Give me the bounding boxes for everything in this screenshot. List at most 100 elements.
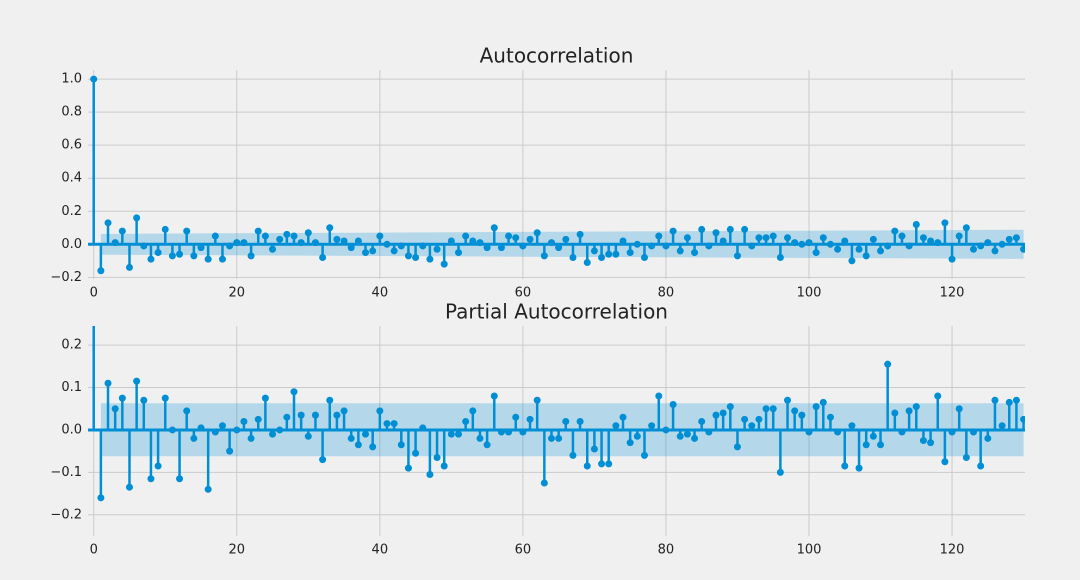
stem-marker [176, 475, 184, 483]
stem-marker [970, 245, 978, 253]
stem-marker [998, 240, 1006, 248]
y-tick-label: 0.0 [61, 422, 82, 437]
stem-marker [626, 249, 634, 257]
stem-marker [397, 242, 405, 250]
stem-marker [576, 230, 584, 238]
stem-marker [991, 396, 999, 404]
stem-marker [612, 250, 620, 258]
stem-marker [547, 434, 555, 442]
stem-marker [369, 247, 377, 255]
stem-marker [598, 460, 606, 468]
stem-marker [948, 428, 956, 436]
stem-marker [655, 392, 663, 400]
stem-marker [605, 250, 613, 258]
stem-marker [848, 257, 856, 265]
stem-marker [512, 413, 520, 421]
stem-marker [590, 247, 598, 255]
stem-marker [762, 405, 770, 413]
stem-marker [1012, 396, 1020, 404]
stem-marker [111, 405, 119, 413]
stem-marker [555, 434, 563, 442]
stem-marker [497, 244, 505, 252]
stem-marker [562, 417, 570, 425]
stem-marker [512, 234, 520, 242]
stem-marker [683, 234, 691, 242]
stem-marker [161, 394, 169, 402]
x-tick-label: 60 [515, 543, 532, 558]
stem-marker [476, 239, 484, 247]
stem-marker [605, 460, 613, 468]
stem-marker [404, 252, 412, 260]
stem-marker [826, 240, 834, 248]
y-tick-label: 1.0 [61, 72, 82, 87]
stem-marker [147, 255, 155, 263]
stem-marker [948, 255, 956, 263]
stem-marker [326, 224, 334, 232]
stem-marker [469, 237, 477, 245]
panel: Autocorrelation −0.2 0.0 0.2 0.4 0.6 0.8 1.0 0 20… [50, 44, 1025, 301]
stem-marker [190, 434, 198, 442]
stem-marker [877, 247, 885, 255]
stem-marker [254, 415, 262, 423]
stem-marker [676, 247, 684, 255]
stem-marker [812, 249, 820, 257]
stem-marker [798, 240, 806, 248]
stem-marker [240, 239, 248, 247]
stem-marker [741, 415, 749, 423]
stem-marker [698, 417, 706, 425]
stem-marker [955, 232, 963, 240]
x-tick-label: 20 [229, 286, 246, 301]
stem-marker [633, 432, 641, 440]
stem-marker [533, 229, 541, 237]
y-tick-label: −0.1 [50, 465, 82, 480]
stem-marker [562, 235, 570, 243]
stem-marker [927, 439, 935, 447]
stem-marker [354, 237, 362, 245]
stem-marker [1020, 245, 1025, 253]
x-tick-label: 80 [658, 543, 675, 558]
stem-marker [526, 415, 534, 423]
stem-marker [469, 407, 477, 415]
stem-marker [197, 424, 205, 432]
x-tick-label: 60 [515, 286, 532, 301]
stem-marker [683, 430, 691, 438]
stem-marker [719, 237, 727, 245]
stem-marker [233, 239, 241, 247]
stem-marker [90, 75, 98, 83]
stem-marker [419, 242, 427, 250]
x-tick-label: 0 [90, 543, 98, 558]
stem-marker [247, 252, 255, 260]
stem-marker [869, 235, 877, 243]
stem-marker [791, 407, 799, 415]
stem-marker [769, 405, 777, 413]
stem-marker [505, 428, 513, 436]
stem-marker [1012, 234, 1020, 242]
stem-marker [626, 439, 634, 447]
stem-marker [648, 242, 656, 250]
stem-marker [662, 242, 670, 250]
stem-marker [848, 422, 856, 430]
stem-marker [748, 422, 756, 430]
stem-marker [691, 434, 699, 442]
stem-marker [211, 232, 219, 240]
stem-marker [898, 232, 906, 240]
stem-marker [912, 220, 920, 228]
stem-marker [662, 426, 670, 434]
stem-marker [362, 249, 370, 257]
stem-marker [404, 464, 412, 472]
stem-marker [218, 255, 226, 263]
stem-marker [977, 462, 985, 470]
stem-marker [283, 230, 291, 238]
stem-marker [133, 214, 141, 222]
stem-marker [190, 252, 198, 260]
stem-marker [276, 235, 284, 243]
stem-marker [233, 426, 241, 434]
stem-marker [140, 396, 148, 404]
stem-marker [583, 258, 591, 266]
stem-marker [161, 225, 169, 233]
stem-marker [884, 242, 892, 250]
stem-marker [540, 479, 548, 487]
stem-marker [247, 434, 255, 442]
stem-marker [991, 247, 999, 255]
stem-marker [598, 254, 606, 262]
